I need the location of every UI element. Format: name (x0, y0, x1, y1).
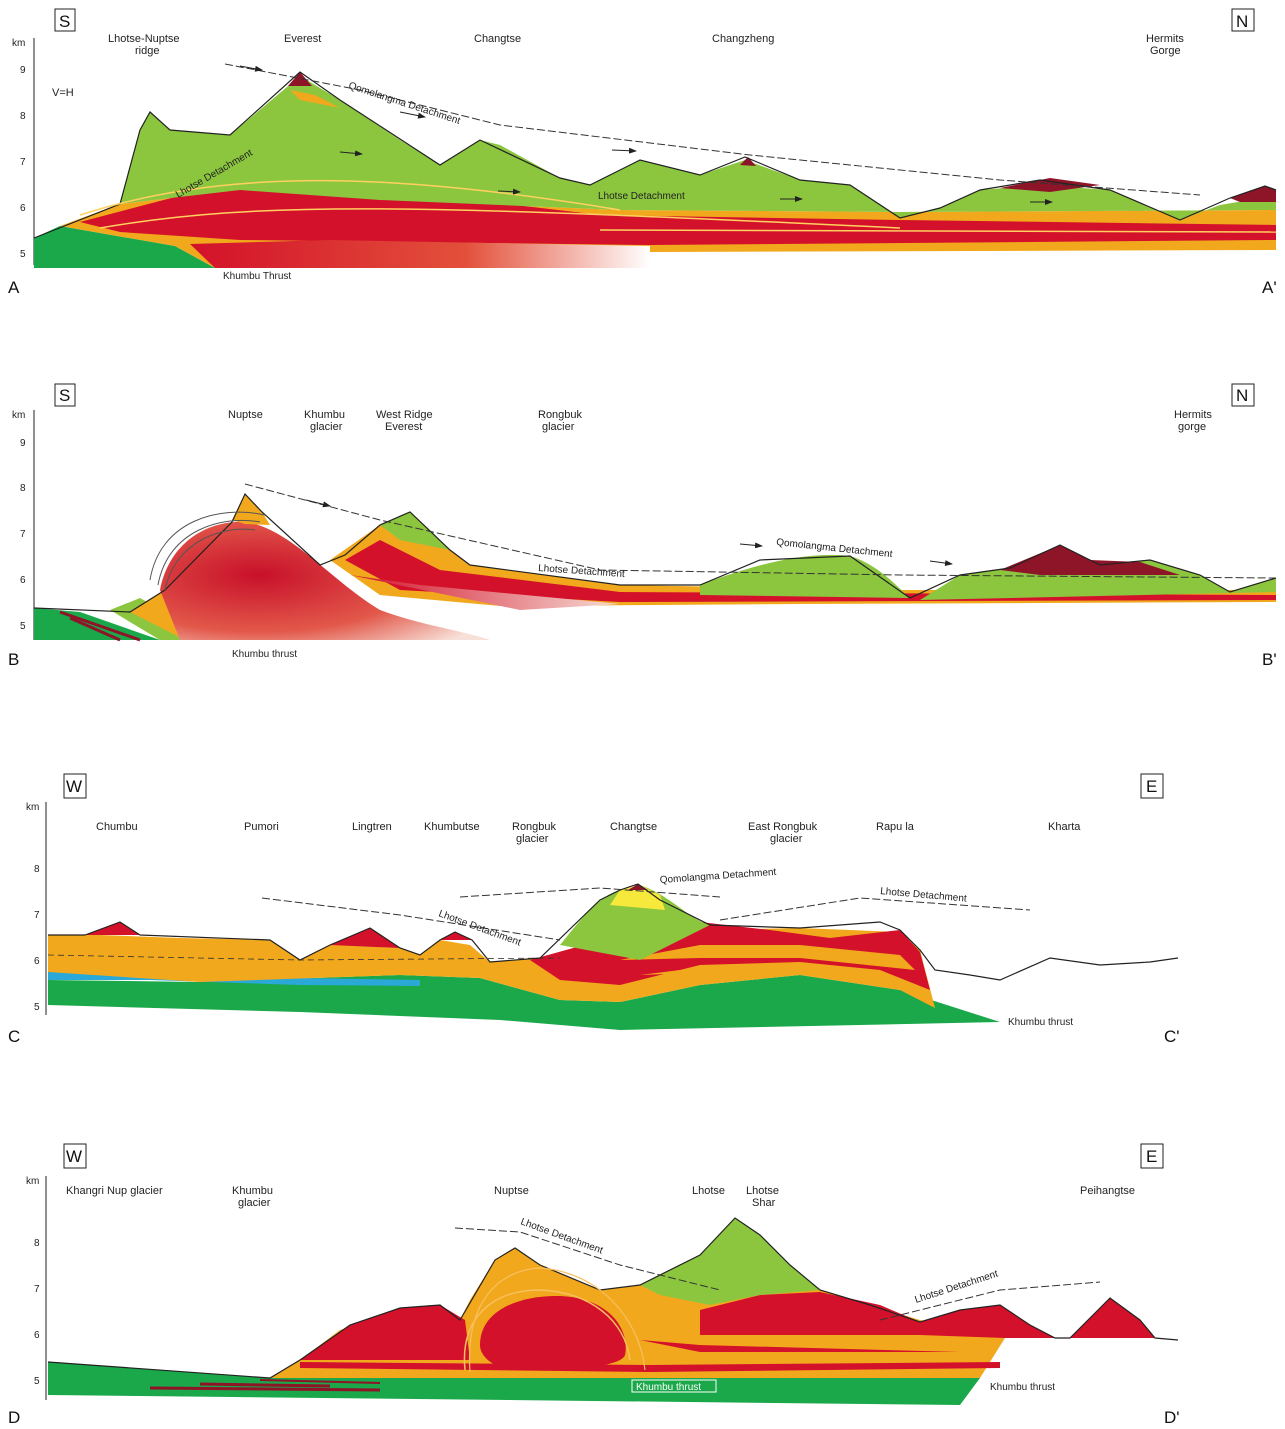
direction-box-left (63, 1143, 87, 1169)
section-b: S N km 9 8 7 6 5 (8, 383, 1277, 669)
direction-box-left (54, 8, 76, 32)
direction-box-right (1140, 773, 1164, 799)
tick-label: 9 (20, 438, 26, 449)
detachment-label: Lhotse Detachment (598, 191, 685, 202)
direction-box-right (1231, 383, 1255, 407)
axis-unit: km (12, 38, 25, 49)
axis-ticks: 8 7 6 5 (34, 864, 40, 1013)
direction-label-left: S (59, 12, 70, 31)
peak-label: Lhotse Shar (746, 1185, 779, 1209)
tick-label: 6 (34, 956, 40, 967)
direction-label-right: N (1236, 12, 1248, 31)
axis-ticks: 9 8 7 6 5 (20, 438, 26, 632)
axis-unit: km (12, 410, 25, 421)
direction-box-right (1231, 8, 1255, 32)
section-letter-right: A' (1262, 278, 1277, 297)
tick-label: 7 (34, 1284, 40, 1295)
detachment-label: Lhotse Detachment (880, 886, 968, 905)
peak-label: Kharta (1048, 821, 1081, 833)
tick-label: 8 (20, 111, 26, 122)
thrust-label: Khumbu thrust (232, 649, 297, 660)
tick-label: 8 (20, 483, 26, 494)
axis-unit: km (26, 1176, 39, 1187)
section-letter-left: C (8, 1027, 20, 1046)
peak-label: Hermits gorge (1174, 409, 1212, 433)
detachment-label: Lhotse Detachment (914, 1269, 1000, 1306)
axis-unit: km (26, 802, 39, 813)
peak-label: Lhotse (692, 1185, 725, 1197)
peak-label: Rongbuk glacier (512, 821, 557, 845)
direction-box-left (63, 773, 87, 799)
section-letter-right: B' (1262, 650, 1277, 669)
tick-label: 8 (34, 1238, 40, 1249)
section-letter-right: C' (1164, 1027, 1180, 1046)
section-letter-left: B (8, 650, 19, 669)
peak-label: Changtse (610, 821, 657, 833)
tick-label: 9 (20, 65, 26, 76)
direction-box-left (54, 383, 76, 407)
tick-label: 5 (20, 621, 26, 632)
detachment-label: Lhotse Detachment (519, 1216, 604, 1256)
direction-label-right: N (1236, 386, 1248, 405)
peak-label: Khumbu glacier (304, 409, 345, 433)
peak-label: Changzheng (712, 33, 774, 45)
section-a: S N km 9 8 7 6 5 V=H (8, 8, 1277, 297)
peak-label: Rapu la (876, 821, 915, 833)
peak-label: Rongbuk glacier (538, 409, 583, 433)
thrust-label: Khumbu thrust (990, 1382, 1055, 1393)
peak-label: Everest (284, 33, 321, 45)
section-c: W E km 8 7 6 5 (8, 773, 1180, 1046)
peak-label: Lhotse-Nuptse ridge (108, 33, 180, 57)
section-letter-right: D' (1164, 1408, 1180, 1427)
tick-label: 5 (20, 249, 26, 260)
direction-box-right (1140, 1143, 1164, 1169)
peak-label: Khumbu glacier (232, 1185, 273, 1209)
section-d: W E km 8 7 6 5 (8, 1143, 1180, 1427)
peak-label: Nuptse (494, 1185, 529, 1197)
axis-ticks: 8 7 6 5 (34, 1238, 40, 1387)
peak-label: East Rongbuk glacier (748, 821, 818, 845)
peak-label: Chumbu (96, 821, 138, 833)
tick-label: 7 (20, 157, 26, 168)
detachment-label: Qomolangma Detachment (659, 867, 776, 886)
tick-label: 6 (20, 575, 26, 586)
peak-label: Khangri Nup glacier (66, 1185, 163, 1197)
thrust-label-inner: Khumbu thrust (636, 1382, 701, 1393)
peak-label: Pumori (244, 821, 279, 833)
tick-label: 8 (34, 864, 40, 875)
direction-label-left: W (66, 1147, 82, 1166)
tick-label: 5 (34, 1002, 40, 1013)
peak-label: Peihangtse (1080, 1185, 1135, 1197)
tick-label: 6 (20, 203, 26, 214)
peak-label: Khumbutse (424, 821, 480, 833)
section-letter-left: A (8, 278, 20, 297)
tick-label: 7 (20, 529, 26, 540)
peak-label: Lingtren (352, 821, 392, 833)
direction-label-left: W (66, 777, 82, 796)
peak-label: Changtse (474, 33, 521, 45)
tick-label: 6 (34, 1330, 40, 1341)
peak-label: Nuptse (228, 409, 263, 421)
direction-label-right: E (1146, 1147, 1157, 1166)
peak-label: West Ridge Everest (376, 409, 433, 433)
tick-label: 5 (34, 1376, 40, 1387)
tick-label: 7 (34, 910, 40, 921)
direction-label-right: E (1146, 777, 1157, 796)
peak-label: Hermits Gorge (1146, 33, 1184, 57)
scale-note: V=H (52, 87, 74, 99)
axis-ticks: 9 8 7 6 5 (20, 65, 26, 260)
thrust-label: Khumbu Thrust (223, 271, 291, 282)
section-letter-left: D (8, 1408, 20, 1427)
thrust-label: Khumbu thrust (1008, 1017, 1073, 1028)
direction-label-left: S (59, 386, 70, 405)
